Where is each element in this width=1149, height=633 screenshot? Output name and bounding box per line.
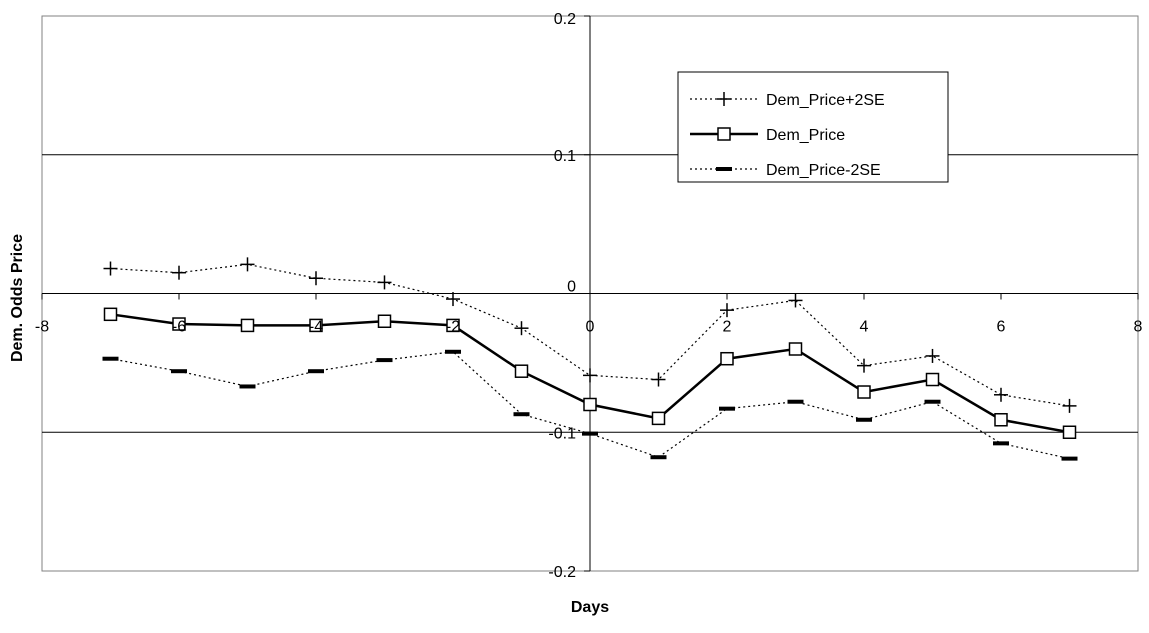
data-point	[513, 412, 530, 417]
data-point	[925, 348, 940, 363]
y-tick-label: 0.1	[554, 148, 576, 165]
data-point	[171, 369, 187, 374]
data-point	[377, 314, 392, 328]
data-point	[240, 318, 255, 333]
data-point	[376, 358, 393, 363]
legend-label: Dem_Price-2SE	[766, 162, 881, 179]
data-point	[994, 387, 1008, 402]
legend: Dem_Price+2SE Dem_Price Dem_Price-2SE	[677, 71, 949, 183]
data-point	[514, 321, 529, 336]
data-point	[239, 384, 256, 389]
x-tick-label: 0	[586, 319, 595, 336]
y-axis-title: Dem. Odds Price	[9, 234, 26, 362]
series-group	[102, 257, 1078, 461]
data-point	[719, 406, 735, 411]
x-tick-label: -4	[309, 319, 323, 336]
legend-marker	[716, 167, 732, 171]
series-3	[102, 349, 1078, 461]
data-point	[993, 441, 1009, 446]
data-point	[172, 265, 186, 280]
data-point	[1062, 398, 1077, 413]
legend-marker	[717, 92, 731, 106]
data-point	[583, 397, 597, 412]
data-point	[103, 261, 118, 276]
data-point	[172, 317, 186, 331]
data-point	[377, 275, 392, 290]
x-axis-title: Days	[571, 599, 609, 616]
data-point	[787, 399, 804, 404]
data-point	[857, 385, 871, 399]
y-tick-label: 0.2	[554, 11, 576, 28]
data-point	[309, 318, 323, 333]
y-tick-label: -0.1	[548, 425, 576, 442]
legend-item: Dem_Price-2SE	[690, 162, 881, 179]
data-point	[1061, 456, 1078, 461]
x-tick-label: -6	[172, 319, 186, 336]
x-tick-label: 8	[1134, 319, 1143, 336]
data-point	[446, 292, 460, 307]
data-point	[857, 358, 871, 373]
tick-labels: -8 -6 -4 -2 0 2 4 6 8 0.2 0.1 0 -0.1 -0.2	[35, 11, 1143, 581]
data-point	[925, 372, 940, 387]
data-point	[650, 455, 667, 460]
axes	[41, 15, 1139, 572]
data-point	[788, 342, 803, 356]
data-point	[924, 399, 941, 404]
data-point	[240, 257, 255, 272]
data-point	[720, 351, 734, 366]
data-point	[102, 356, 119, 361]
x-tick-label: 4	[860, 319, 869, 336]
x-tick-label: -8	[35, 319, 49, 336]
data-point	[514, 364, 529, 378]
data-point	[856, 417, 872, 422]
data-point	[651, 372, 666, 387]
y-tick-label: -0.2	[548, 564, 576, 581]
series-line	[110, 263, 1070, 407]
legend-items: Dem_Price+2SE Dem_Price Dem_Price-2SE	[690, 92, 885, 179]
legend-marker	[717, 127, 731, 141]
data-point	[582, 431, 598, 436]
series-1	[103, 257, 1077, 413]
x-tick-label: -2	[446, 319, 460, 336]
series-line	[110, 351, 1070, 460]
data-point	[583, 368, 597, 383]
data-point	[1062, 425, 1077, 439]
legend-item: Dem_Price	[690, 127, 845, 144]
data-point	[720, 303, 734, 318]
y-tick-label: 0	[567, 279, 576, 296]
x-tick-label: 2	[723, 319, 732, 336]
legend-label: Dem_Price	[766, 127, 845, 144]
data-point	[309, 271, 323, 286]
data-point	[788, 293, 803, 308]
data-point	[103, 307, 118, 322]
legend-item: Dem_Price+2SE	[690, 92, 885, 109]
legend-box	[677, 71, 949, 183]
data-point	[651, 411, 666, 426]
data-point	[308, 369, 324, 374]
data-point	[445, 349, 461, 354]
data-point	[994, 413, 1008, 427]
series-2	[103, 307, 1077, 439]
x-tick-label: 6	[997, 319, 1006, 336]
data-point	[446, 318, 460, 333]
legend-label: Dem_Price+2SE	[766, 92, 885, 109]
